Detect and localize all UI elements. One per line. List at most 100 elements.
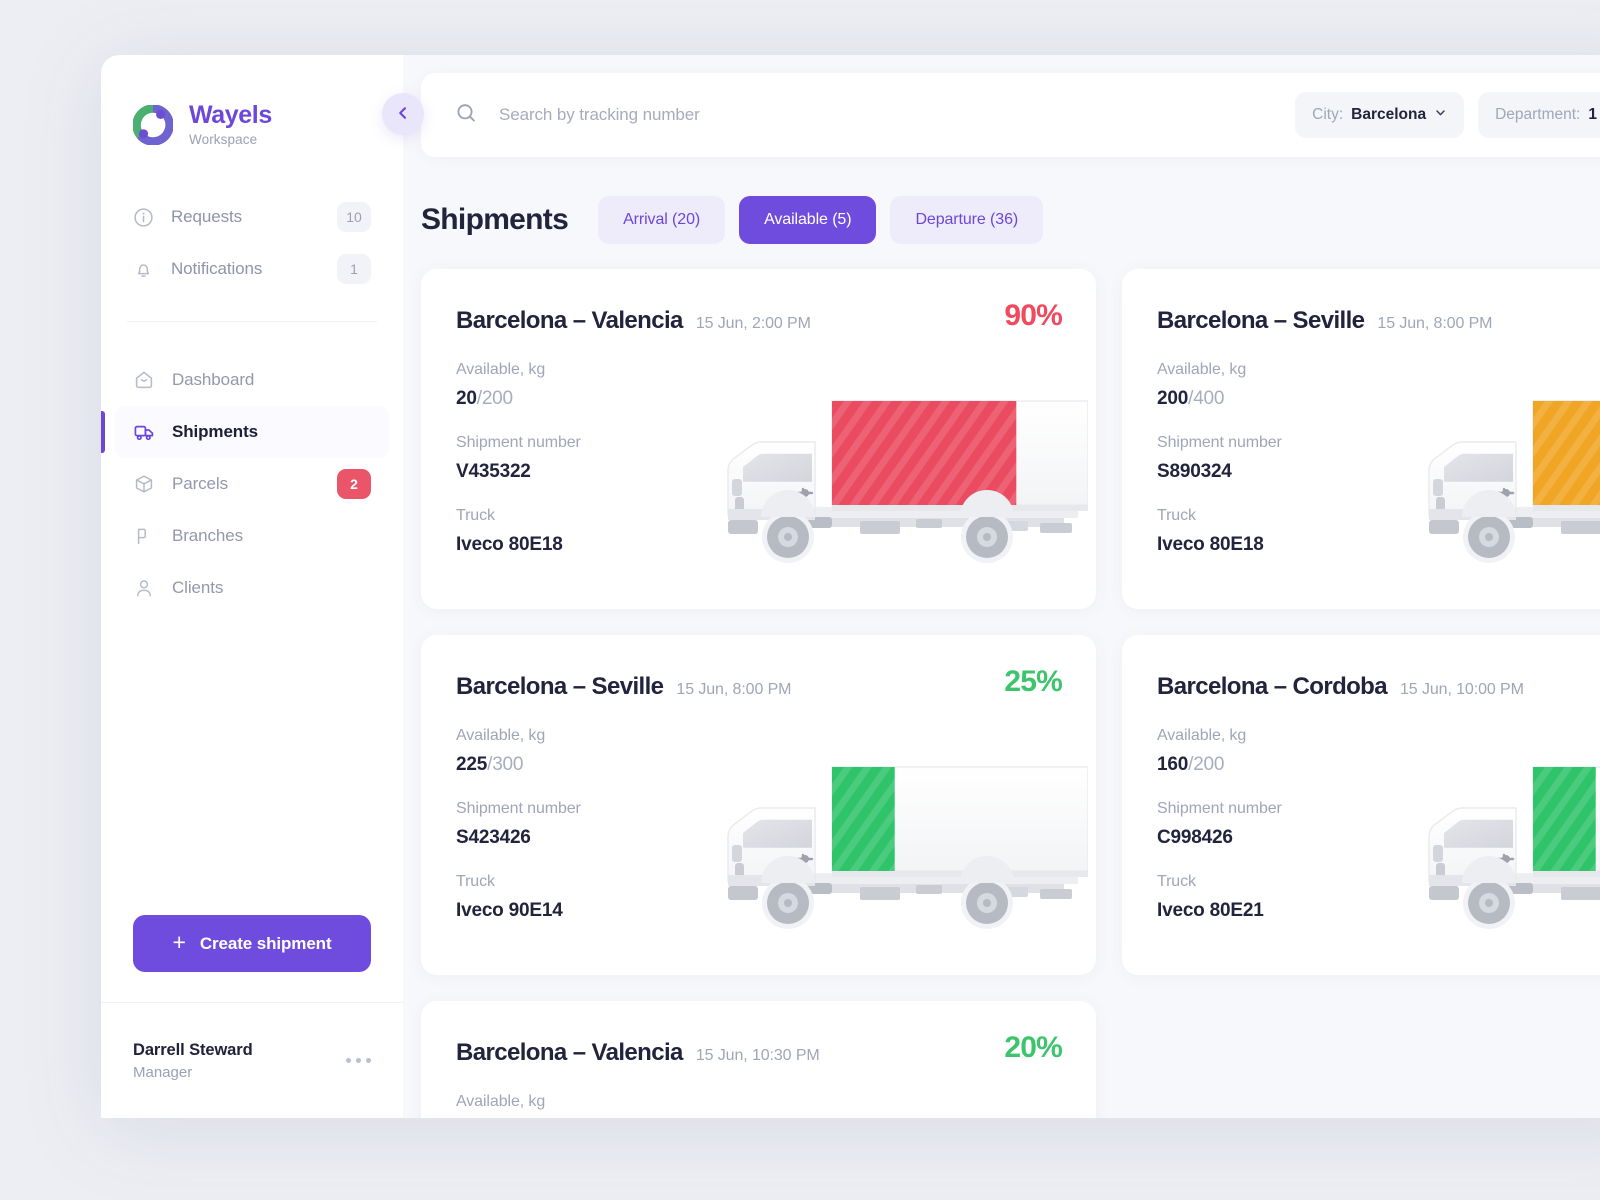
shipment-card-header: Barcelona – Cordoba 15 Jun, 10:00 PM bbox=[1122, 635, 1600, 701]
shipment-fields: Available, kg 160/200 bbox=[421, 1067, 1096, 1118]
shipment-tabs: Arrival (20) Available (5) Departure (36… bbox=[598, 196, 1044, 244]
shipment-card[interactable]: Barcelona – Cordoba 15 Jun, 10:00 PM Ava… bbox=[1122, 635, 1600, 975]
available-value: 160/200 bbox=[1157, 754, 1225, 775]
user-profile[interactable]: Darrell Steward Manager bbox=[101, 1003, 403, 1118]
sidebar-item-branches[interactable]: Branches bbox=[115, 510, 389, 562]
city-filter-value: Barcelona bbox=[1351, 106, 1427, 123]
available-block: Available, kg 160/200 bbox=[1157, 727, 1600, 776]
shipment-route: Barcelona – Cordoba bbox=[1157, 673, 1388, 700]
shipment-card[interactable]: Barcelona – Valencia 15 Jun, 2:00 PM 90%… bbox=[421, 269, 1096, 609]
search-input[interactable] bbox=[499, 105, 1282, 125]
tab-arrival[interactable]: Arrival (20) bbox=[598, 196, 726, 244]
shipment-number-value: S890324 bbox=[1157, 461, 1232, 482]
available-label: Available, kg bbox=[456, 361, 546, 378]
shipment-route: Barcelona – Valencia bbox=[456, 1039, 683, 1066]
truck-label: Truck bbox=[1157, 873, 1196, 890]
truck-block: Truck Iveco 90E14 bbox=[456, 873, 1096, 922]
capacity-percent: 20% bbox=[1004, 1031, 1062, 1064]
requests-count-badge: 10 bbox=[337, 202, 371, 232]
shipment-time: 15 Jun, 2:00 PM bbox=[695, 315, 811, 332]
sidebar-collapse-button[interactable] bbox=[382, 93, 424, 135]
truck-value: Iveco 90E14 bbox=[456, 900, 563, 921]
city-filter-dropdown[interactable]: City: Barcelona bbox=[1295, 92, 1465, 138]
sidebar: Wayels Workspace Requests bbox=[101, 55, 424, 1118]
sidebar-item-shipments[interactable]: Shipments bbox=[101, 406, 389, 458]
shipment-card-header: Barcelona – Valencia 15 Jun, 10:30 PM bbox=[421, 1001, 1096, 1067]
available-value: 225/300 bbox=[456, 754, 524, 775]
truck-block: Truck Iveco 80E21 bbox=[1157, 873, 1600, 922]
create-shipment-button[interactable]: + Create shipment bbox=[133, 915, 371, 972]
truck-icon bbox=[133, 421, 155, 443]
shipment-card-header: Barcelona – Valencia 15 Jun, 2:00 PM bbox=[421, 269, 1096, 335]
sidebar-item-label: Branches bbox=[172, 526, 244, 545]
truck-illustration bbox=[1428, 400, 1600, 563]
available-label: Available, kg bbox=[1157, 361, 1247, 378]
available-label: Available, kg bbox=[456, 1093, 546, 1110]
shipment-number-value: S423426 bbox=[456, 827, 531, 848]
tab-available[interactable]: Available (5) bbox=[739, 196, 877, 244]
department-filter-value: 1 bbox=[1588, 106, 1597, 123]
user-role: Manager bbox=[133, 1063, 193, 1081]
shipment-card-grid: Barcelona – Valencia 15 Jun, 2:00 PM 90%… bbox=[421, 269, 1600, 1118]
user-name: Darrell Steward bbox=[133, 1040, 253, 1059]
truck-illustration bbox=[727, 766, 1089, 929]
city-filter-key: City: bbox=[1312, 106, 1344, 123]
sidebar-divider bbox=[127, 321, 377, 322]
sidebar-item-label: Shipments bbox=[172, 422, 259, 441]
capacity-percent: 25% bbox=[1004, 665, 1062, 698]
tab-departure[interactable]: Departure (36) bbox=[890, 196, 1044, 244]
shipment-time: 15 Jun, 10:30 PM bbox=[695, 1047, 820, 1064]
shipment-number-block: Shipment number S423426 bbox=[456, 800, 1096, 849]
parcels-count-badge: 2 bbox=[337, 469, 371, 499]
bell-icon bbox=[133, 259, 154, 280]
sidebar-item-requests[interactable]: Requests 10 bbox=[101, 191, 403, 243]
flag-icon bbox=[133, 525, 155, 547]
user-divider bbox=[101, 1002, 403, 1003]
truck-graphic bbox=[710, 397, 1089, 575]
shipment-number-block: Shipment number S890324 bbox=[1157, 434, 1600, 483]
truck-label: Truck bbox=[1157, 507, 1196, 524]
truck-graphic bbox=[710, 763, 1089, 941]
available-value: 200/400 bbox=[1157, 388, 1225, 409]
shipment-card[interactable]: Barcelona – Seville 15 Jun, 8:00 PM 25% … bbox=[421, 635, 1096, 975]
sidebar-item-parcels[interactable]: Parcels 2 bbox=[115, 458, 389, 510]
shipment-fields: Available, kg 200/400 Shipment number S8… bbox=[1122, 335, 1600, 556]
brand-subtitle: Workspace bbox=[189, 132, 258, 148]
create-shipment-label: Create shipment bbox=[199, 933, 332, 953]
shipment-card[interactable]: Barcelona – Seville 15 Jun, 8:00 PM Avai… bbox=[1122, 269, 1600, 609]
shipment-number-block: Shipment number C998426 bbox=[1157, 800, 1600, 849]
home-icon bbox=[133, 369, 155, 391]
available-label: Available, kg bbox=[456, 727, 546, 744]
brand-logo[interactable]: Wayels Workspace bbox=[101, 55, 403, 155]
sidebar-item-dashboard[interactable]: Dashboard bbox=[115, 354, 389, 406]
more-horizontal-icon[interactable] bbox=[346, 1058, 371, 1063]
shipment-number-label: Shipment number bbox=[1157, 434, 1282, 451]
department-filter-dropdown[interactable]: Department: 1 bbox=[1478, 92, 1600, 138]
top-bar: City: Barcelona Department: 1 bbox=[421, 73, 1600, 157]
sidebar-item-label: Dashboard bbox=[172, 370, 255, 389]
available-block: Available, kg 160/200 bbox=[456, 1093, 1096, 1118]
ring-logo-icon bbox=[132, 104, 174, 146]
shipment-number-label: Shipment number bbox=[456, 800, 581, 817]
truck-graphic bbox=[1411, 763, 1600, 941]
truck-illustration bbox=[727, 400, 1089, 563]
shipment-time: 15 Jun, 10:00 PM bbox=[1400, 681, 1524, 698]
info-circle-icon bbox=[133, 207, 154, 228]
content-area: City: Barcelona Department: 1 S bbox=[403, 55, 1600, 1118]
shipment-number-block: Shipment number V435322 bbox=[456, 434, 1096, 483]
shipment-route: Barcelona – Seville bbox=[1157, 307, 1365, 334]
available-value: 20/200 bbox=[456, 388, 513, 409]
user-icon bbox=[133, 577, 155, 599]
search-icon bbox=[455, 102, 477, 129]
sidebar-item-clients[interactable]: Clients bbox=[115, 562, 389, 614]
sidebar-item-notifications[interactable]: Notifications 1 bbox=[101, 243, 403, 295]
shipment-number-value: V435322 bbox=[456, 461, 531, 482]
shipment-card-header: Barcelona – Seville 15 Jun, 8:00 PM bbox=[421, 635, 1096, 701]
shipment-fields: Available, kg 20/200 Shipment number V43… bbox=[421, 335, 1096, 556]
shipment-card[interactable]: Barcelona – Valencia 15 Jun, 10:30 PM 20… bbox=[421, 1001, 1096, 1118]
available-label: Available, kg bbox=[1157, 727, 1247, 744]
shipment-number-value: C998426 bbox=[1157, 827, 1233, 848]
truck-value: Iveco 80E21 bbox=[1157, 900, 1264, 921]
create-shipment-wrap: + Create shipment bbox=[101, 915, 403, 1002]
sidebar-spacer bbox=[101, 614, 403, 915]
